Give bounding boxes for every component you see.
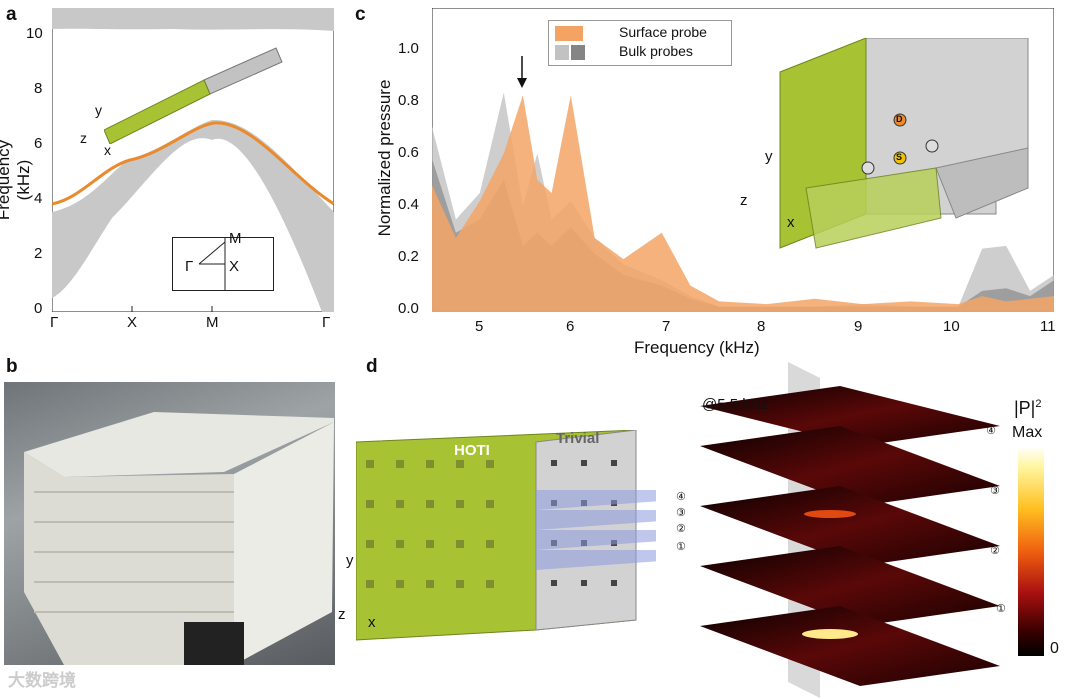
xtick-gamma-end: Γ [322,314,331,331]
ytick: 0 [34,300,43,317]
xtick: 9 [854,318,863,335]
band-structure-chart [52,8,334,312]
coord-x: x [104,142,111,158]
surface-band-line [52,121,334,206]
probe-d-label: D [896,114,903,124]
hoti-trivial-lattice [356,430,656,641]
slice-4 [700,386,1000,446]
hoti-label: HOTI [454,442,490,459]
xtick: 11 [1040,318,1056,335]
legend-surface: Surface probe [619,24,707,40]
legend-bulk: Bulk probes [619,43,693,59]
xtick-m: M [206,314,219,331]
frequency-label: @5.5 kHz [702,396,769,413]
watermark: 大数跨境 [8,671,76,690]
colorbar-min: 0 [1050,640,1059,657]
ytick: 0.0 [398,300,419,317]
arrow-annotation [517,56,527,88]
colorbar-max: Max [1012,424,1043,441]
series-area-surface-probe [432,95,1054,312]
pressure-field-slices [700,362,1000,698]
xtick: 8 [757,318,766,335]
trivial-label: Trivial [556,430,600,447]
slice-marker-1: ① [996,603,1006,615]
panel-a-yticks: 0 2 4 6 8 10 [0,0,340,340]
coord-y: y [346,552,354,569]
coord-z: z [80,130,87,146]
waveguide-unit-illustration [104,47,283,144]
ytick: 0.4 [398,196,419,213]
panel-c-letter: c [355,4,366,25]
bz-gamma: Γ [185,258,194,275]
ytick: 2 [34,245,43,262]
layer-marker-1: ① [676,541,686,553]
hotspot-2 [804,510,856,518]
ytick: 0.2 [398,248,419,265]
legend-swatch-surface [555,26,583,41]
panel-b-letter: b [6,356,18,377]
panel-a-letter: a [6,4,17,25]
bz-x: X [229,258,240,275]
slice-1 [700,546,1000,626]
layer-marker-3: ③ [676,507,686,519]
coord-x: x [368,614,376,631]
hotspot [802,629,858,639]
xtick-x: X [127,314,138,331]
coord-y: y [95,102,102,118]
legend-swatch-bulk-light [555,45,569,60]
colorbar-title-text: |P| [1014,398,1036,418]
xtick: 10 [943,318,960,335]
coord-z: z [338,606,346,623]
slice-marker-2: ② [990,545,1000,557]
slice-0 [700,606,1000,686]
bz-m: M [229,230,242,247]
panel-d-letter: d [366,356,378,377]
legend-swatch-bulk-dark [571,45,585,60]
colorbar-title: |P|2 [1014,398,1041,419]
layer-marker-2: ② [676,523,686,535]
slice-2 [700,486,1000,566]
bulk-band [52,119,334,312]
xtick: 7 [662,318,671,335]
ytick: 8 [34,80,43,97]
upper-bulk-band [52,8,334,31]
slice-marker-4: ④ [986,425,996,437]
ytick: 4 [34,190,43,207]
panel-c-xlabel: Frequency (kHz) [634,338,760,357]
xtick: 5 [475,318,484,335]
xtick: 6 [566,318,575,335]
ytick: 1.0 [398,40,419,57]
colorbar-title-sup: 2 [1035,398,1042,410]
ytick: 10 [26,25,43,42]
sample-photo [4,382,335,665]
colorbar [1018,446,1044,656]
ytick: 6 [34,135,43,152]
coord-z: z [740,192,748,209]
brillouin-zone-inset: M X Γ [172,230,274,291]
slice-marker-3: ③ [990,485,1000,497]
probe-s-label: S [896,152,903,162]
chart-legend: Surface probe Bulk probes [548,20,732,66]
ytick: 0.6 [398,144,419,161]
lattice-inset-3d [779,38,1029,249]
coord-x: x [787,214,795,231]
layer-marker-4: ④ [676,491,686,503]
coord-y: y [765,148,773,165]
xtick-gamma: Γ [50,314,59,331]
slice-3 [700,426,1000,506]
ytick: 0.8 [398,92,419,109]
panel-c-ylabel: Normalized pressure [375,79,394,237]
